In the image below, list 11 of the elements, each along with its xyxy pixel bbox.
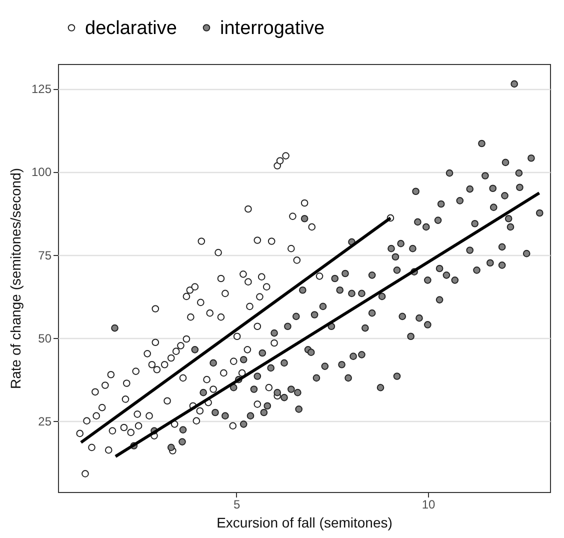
y-tick-label: 125 [31, 82, 52, 96]
legend-label: interrogative [220, 18, 325, 39]
y-tick-label: 50 [38, 332, 52, 346]
y-tick-label: 100 [31, 165, 52, 180]
y-axis-title: Rate of change (semitones/second) [7, 168, 24, 390]
legend-label: declarative [85, 18, 177, 39]
x-tick-label: 10 [422, 498, 436, 512]
y-tick-label: 75 [38, 248, 52, 262]
y-tick-label: 25 [38, 414, 52, 429]
x-axis-title: Excursion of fall (semitones) [216, 514, 392, 530]
x-tick-label: 5 [233, 498, 240, 512]
